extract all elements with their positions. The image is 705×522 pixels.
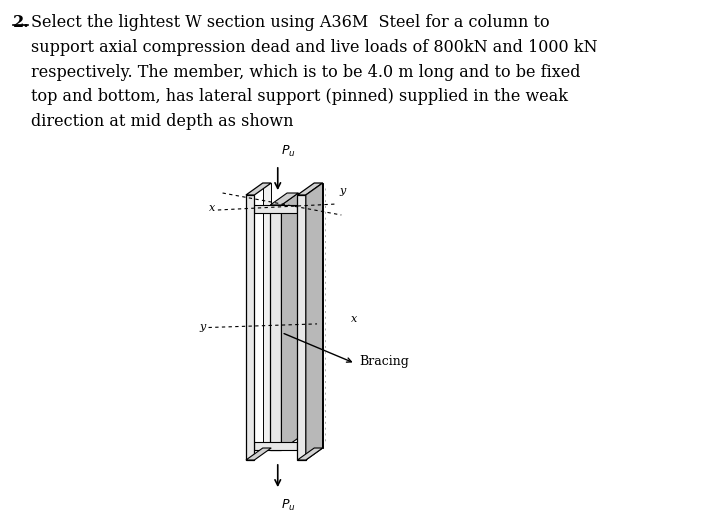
Text: x: x bbox=[209, 203, 215, 213]
Polygon shape bbox=[314, 183, 323, 448]
Text: y: y bbox=[200, 323, 206, 333]
Polygon shape bbox=[255, 205, 298, 213]
Polygon shape bbox=[306, 183, 323, 460]
Text: Bracing: Bracing bbox=[359, 355, 409, 368]
Polygon shape bbox=[298, 195, 306, 460]
Text: Select the lightest W section using A36M  Steel for a column to
support axial co: Select the lightest W section using A36M… bbox=[31, 14, 597, 130]
Polygon shape bbox=[270, 205, 281, 450]
Polygon shape bbox=[246, 448, 271, 460]
Polygon shape bbox=[270, 193, 298, 205]
Text: 2.: 2. bbox=[13, 14, 30, 31]
Polygon shape bbox=[255, 442, 298, 450]
Polygon shape bbox=[263, 183, 271, 448]
Polygon shape bbox=[246, 195, 255, 460]
Text: $P_u$: $P_u$ bbox=[281, 144, 296, 159]
Polygon shape bbox=[246, 183, 271, 195]
Polygon shape bbox=[298, 183, 323, 195]
Polygon shape bbox=[298, 448, 323, 460]
Text: $P_u$: $P_u$ bbox=[281, 498, 295, 513]
Text: x: x bbox=[350, 314, 357, 325]
Polygon shape bbox=[287, 193, 298, 438]
Polygon shape bbox=[281, 193, 298, 450]
Text: y: y bbox=[340, 186, 345, 196]
